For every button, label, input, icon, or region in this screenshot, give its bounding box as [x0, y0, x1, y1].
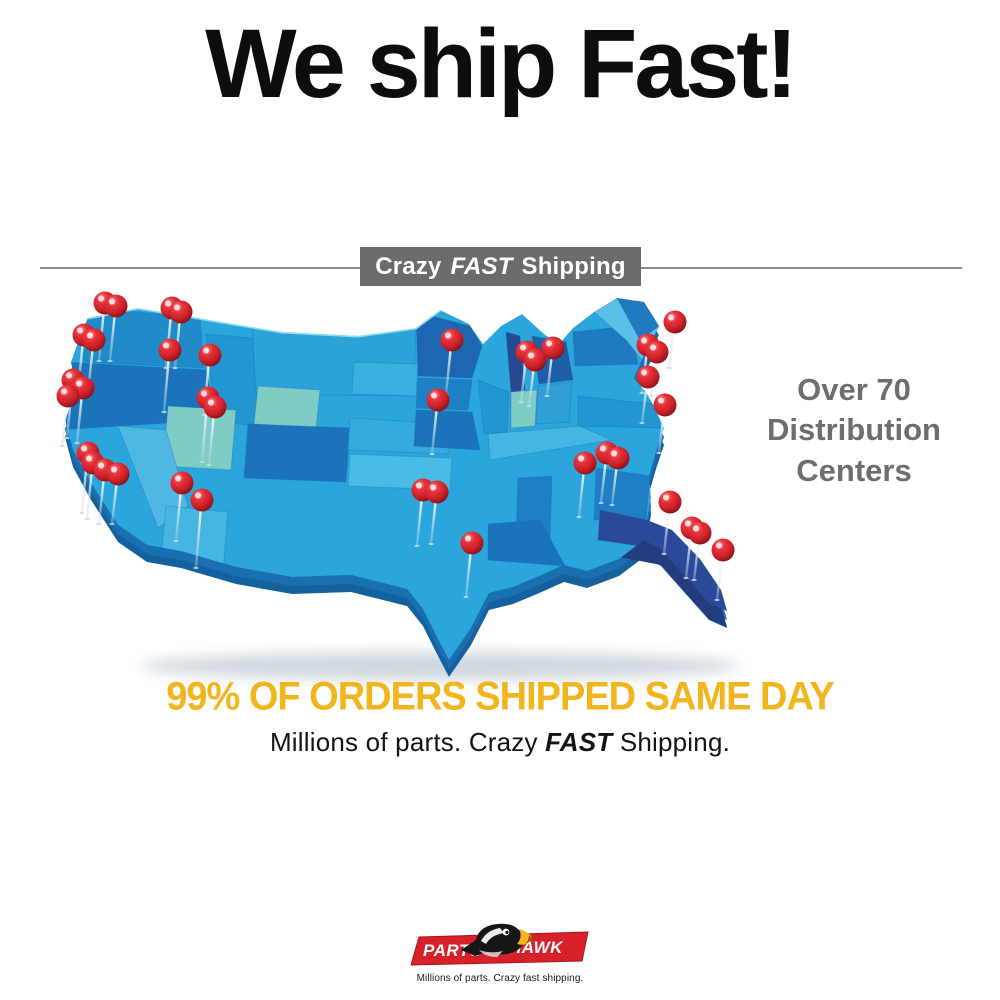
- same-day-headline: 99% OF ORDERS SHIPPED SAME DAY: [166, 674, 835, 720]
- map-extrusion: [65, 307, 727, 677]
- subline-suffix: Shipping.: [612, 727, 731, 757]
- map-states: [65, 298, 727, 660]
- pushpin-stems: [59, 307, 724, 602]
- millions-of-parts-subline: Millions of parts. Crazy FAST Shipping.: [0, 727, 1000, 758]
- partshawk-logo: PARTS HAWK Millions of parts. Crazy fast…: [400, 920, 600, 984]
- logo-word-parts: PARTS: [423, 941, 482, 960]
- ribbon-text-suffix: Shipping: [514, 253, 626, 280]
- subline-prefix: Millions of parts. Crazy: [269, 727, 546, 757]
- ribbon-text-prefix: Crazy: [375, 253, 449, 280]
- usa-distribution-map: [56, 291, 740, 680]
- subline-emphasis: FAST: [545, 727, 613, 757]
- pushpin-markers: [56, 291, 735, 562]
- note-line-3: Centers: [796, 452, 912, 488]
- crazy-fast-shipping-ribbon: Crazy FAST Shipping: [360, 247, 641, 286]
- distribution-centers-note: Over 70 Distribution Centers: [748, 370, 960, 491]
- ribbon-text-emphasis: FAST: [450, 253, 513, 280]
- note-line-2: Distribution: [767, 412, 941, 448]
- hawk-head-icon: [461, 923, 532, 957]
- logo-tagline: Millions of parts. Crazy fast shipping.: [416, 973, 584, 984]
- note-line-1: Over 70: [797, 372, 911, 407]
- map-shadow: [140, 652, 740, 680]
- page-title: We ship Fast!: [205, 9, 798, 118]
- partshawk-logo-graphic: PARTS HAWK: [410, 923, 589, 966]
